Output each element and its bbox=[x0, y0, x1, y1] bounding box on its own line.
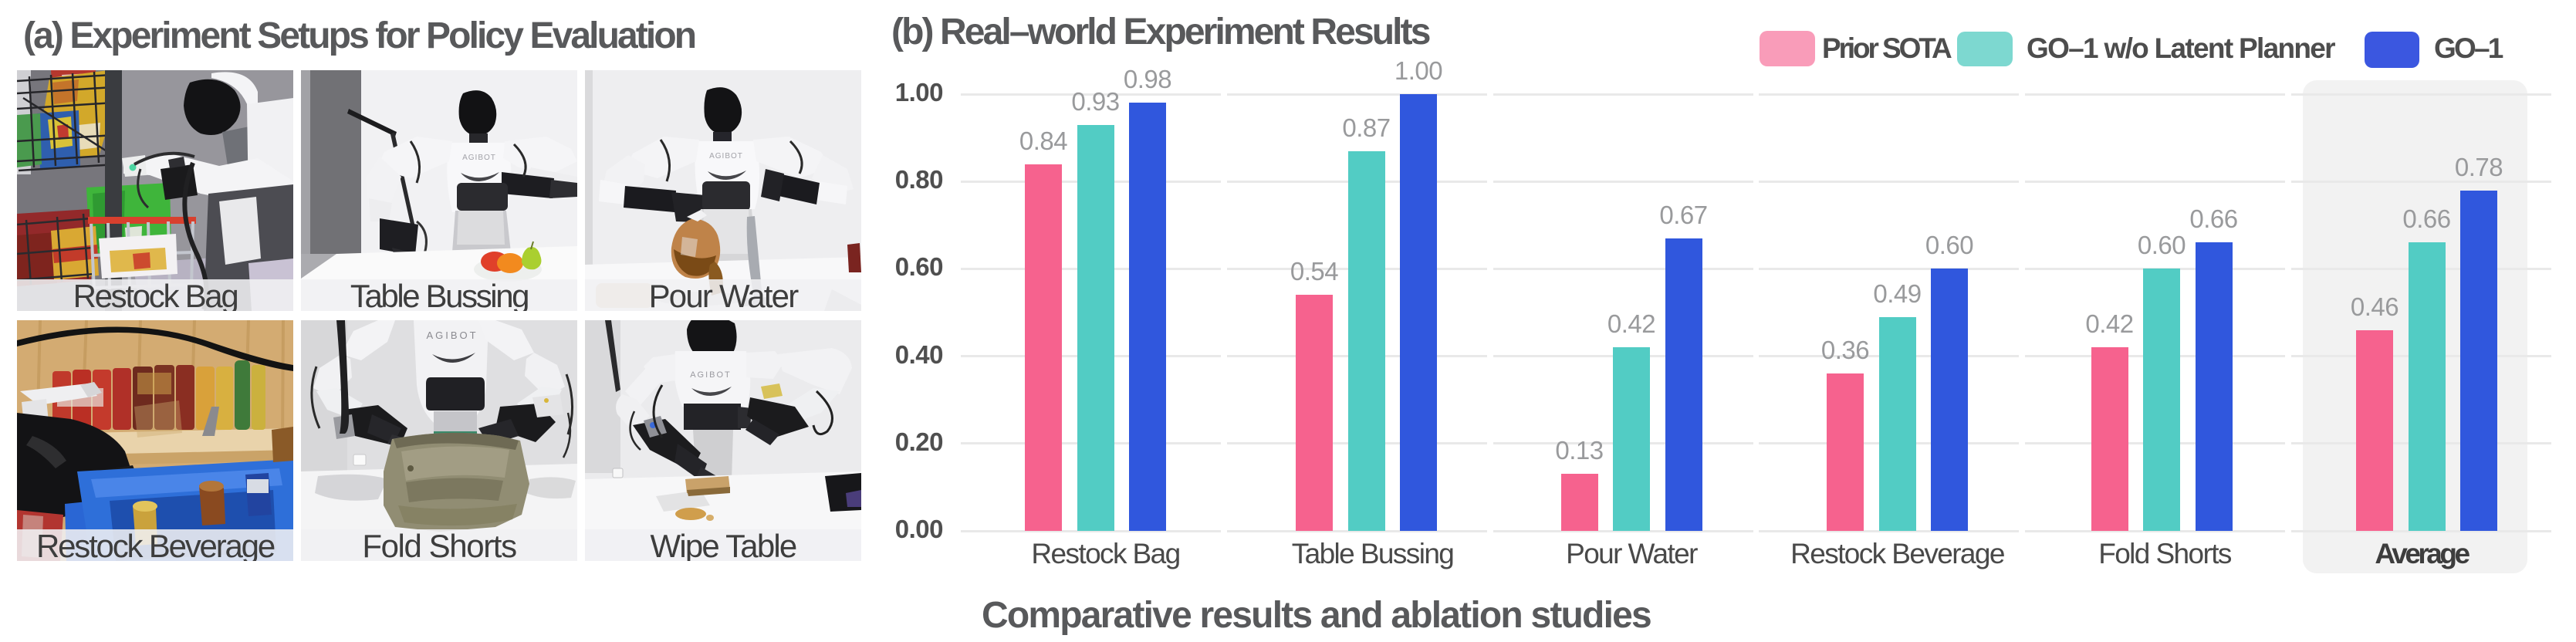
svg-text:AGIBOT: AGIBOT bbox=[709, 152, 743, 160]
svg-text:AGIBOT: AGIBOT bbox=[690, 370, 732, 380]
svg-text:AGIBOT: AGIBOT bbox=[426, 329, 478, 341]
svg-text:AGIBOT: AGIBOT bbox=[462, 154, 496, 162]
